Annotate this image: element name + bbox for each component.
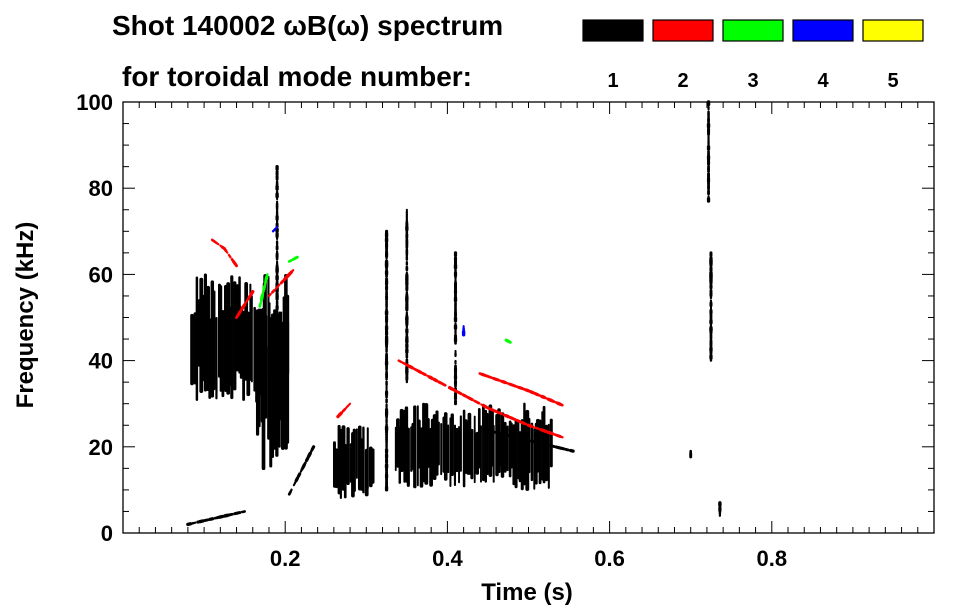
- feature-mode-2-19: [235, 289, 255, 319]
- axes: 0.2 0.4 0.6 0.8 0 20 40 60 80 100: [76, 90, 935, 571]
- legend-label-mode-2: 2: [677, 70, 688, 92]
- feature-mode-2-18: [336, 402, 352, 419]
- spectrogram-features: [186, 100, 722, 527]
- feature-mode-2-17: [397, 359, 564, 439]
- feature-mode-1-3: [394, 402, 553, 491]
- legend-label-mode-5: 5: [887, 70, 898, 92]
- legend-label-mode-1: 1: [607, 70, 618, 92]
- feature-mode-1-2: [332, 424, 375, 500]
- chart-title-line2: for toroidal mode number:: [122, 61, 472, 92]
- legend-label-mode-3: 3: [747, 70, 758, 92]
- legend-swatch-mode-4: [792, 19, 854, 42]
- y-tick-label-80: 80: [89, 176, 113, 201]
- feature-mode-1-5: [186, 510, 246, 527]
- feature-mode-1-6: [482, 427, 575, 453]
- y-tick-label-40: 40: [89, 349, 113, 374]
- y-axis-label: Frequency (kHz): [12, 222, 39, 409]
- legend: 1 2 3 4 5: [582, 19, 924, 92]
- legend-swatch-mode-2: [652, 19, 714, 42]
- feature-mode-2-16: [267, 269, 295, 298]
- y-tick-label-0: 0: [101, 521, 113, 546]
- legend-label-mode-4: 4: [817, 70, 829, 92]
- x-tick-label-0.6: 0.6: [594, 546, 625, 571]
- x-tick-label-0.8: 0.8: [757, 546, 788, 571]
- legend-swatch-mode-1: [582, 19, 644, 42]
- legend-swatch-mode-5: [862, 19, 924, 42]
- legend-swatch-mode-3: [722, 19, 784, 42]
- x-tick-label-0.2: 0.2: [270, 546, 301, 571]
- y-tick-label-60: 60: [89, 262, 113, 287]
- feature-mode-2-15: [210, 238, 239, 268]
- feature-mode-1-1: [255, 307, 290, 471]
- feature-mode-1-4: [287, 445, 316, 496]
- feature-mode-2-20: [478, 372, 564, 407]
- chart-title-line1: Shot 140002 ωB(ω) spectrum: [112, 10, 503, 41]
- y-tick-label-100: 100: [76, 90, 113, 115]
- x-axis-label: Time (s): [481, 579, 573, 606]
- feature-mode-3-23: [504, 338, 512, 344]
- x-tick-label-0.4: 0.4: [432, 546, 463, 571]
- feature-mode-4-24: [271, 225, 279, 233]
- feature-mode-3-21: [258, 273, 269, 308]
- feature-mode-3-22: [287, 255, 299, 263]
- y-tick-label-20: 20: [89, 435, 113, 460]
